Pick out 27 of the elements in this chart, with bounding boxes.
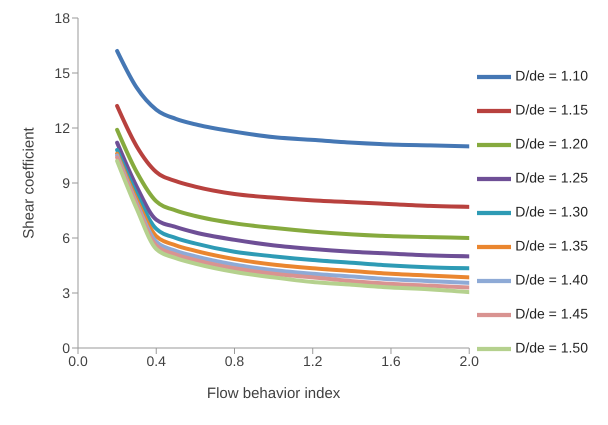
legend-label: D/de = 1.45 (515, 306, 588, 322)
x-tick-label: 0.4 (146, 352, 166, 369)
x-tick-label: 1.6 (381, 352, 401, 369)
y-tick-label: 6 (62, 230, 70, 246)
legend-label: D/de = 1.35 (515, 238, 588, 254)
x-tick-label: 0.0 (68, 352, 88, 369)
y-tick-label: 0 (62, 340, 70, 356)
y-tick-label: 18 (54, 10, 70, 26)
y-tick-label: 12 (54, 120, 70, 136)
y-tick-label: 9 (62, 174, 70, 191)
y-tick-label: 3 (62, 284, 70, 301)
legend-label: D/de = 1.30 (515, 204, 588, 220)
legend-label: D/de = 1.20 (515, 136, 588, 152)
line-series (115, 104, 470, 209)
y-tick-label: 15 (54, 64, 70, 81)
legend-label: D/de = 1.50 (515, 340, 588, 356)
x-tick-label: 2.0 (459, 352, 480, 369)
legend-label: D/de = 1.40 (515, 272, 588, 288)
legend-label: D/de = 1.25 (515, 170, 588, 186)
x-axis-title: Flow behavior index (206, 385, 341, 402)
legend-label: D/de = 1.15 (515, 102, 588, 118)
x-tick-label: 0.8 (224, 352, 244, 369)
line-series (115, 49, 470, 148)
y-axis-title: Shear coefficient (20, 126, 38, 239)
legend-label: D/de = 1.10 (515, 68, 588, 84)
x-tick-label: 1.2 (302, 352, 323, 369)
line-series (115, 128, 470, 240)
